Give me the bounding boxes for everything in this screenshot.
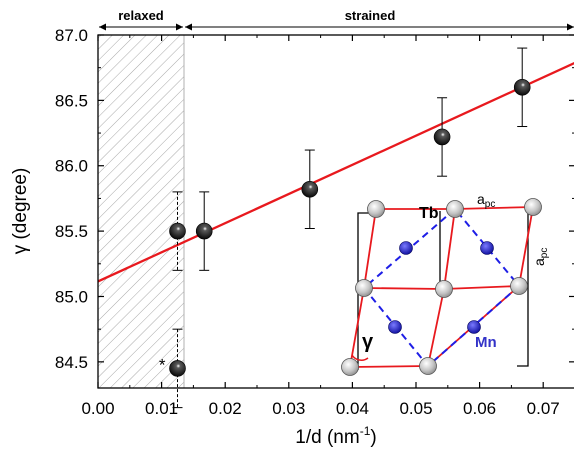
x-tick-label: 0.01 bbox=[145, 399, 178, 418]
cell-edge bbox=[363, 287, 445, 290]
relaxed-region bbox=[97, 34, 185, 389]
data-point bbox=[169, 222, 186, 240]
crystal-structure-inset: Tb Mn γ apc apc bbox=[341, 191, 550, 377]
y-tick-label: 84.5 bbox=[55, 353, 88, 372]
tb-atom bbox=[435, 280, 453, 298]
apc-label-top: apc bbox=[477, 191, 495, 210]
y-tick-label: 85.5 bbox=[55, 222, 88, 241]
data-point bbox=[513, 78, 531, 96]
x-tick-label: 0.06 bbox=[463, 399, 496, 418]
fit-line bbox=[98, 61, 574, 283]
tb-atom bbox=[524, 198, 542, 216]
mn-atom bbox=[480, 241, 494, 255]
apc-label-side: apc bbox=[531, 248, 550, 266]
cell-edge bbox=[443, 285, 520, 290]
data-point bbox=[169, 360, 186, 377]
cell-edge bbox=[349, 287, 365, 368]
point-annotation: * bbox=[159, 355, 166, 374]
tb-atom bbox=[367, 200, 385, 218]
gamma-label: γ bbox=[362, 331, 374, 353]
x-tick-label: 0.00 bbox=[81, 399, 114, 418]
x-tick-label: 0.03 bbox=[272, 399, 305, 418]
y-axis-title: γ (degree) bbox=[10, 168, 31, 255]
y-axis: 84.5 85.0 85.5 86.0 86.5 87.0 bbox=[55, 26, 574, 372]
cell-edge bbox=[518, 206, 534, 287]
data-point bbox=[301, 180, 319, 198]
mn-label: Mn bbox=[475, 334, 497, 351]
data-point bbox=[195, 222, 213, 240]
tb-atom bbox=[419, 357, 437, 375]
y-tick-label: 85.0 bbox=[55, 287, 88, 306]
strained-label: strained bbox=[345, 8, 396, 23]
tb-atom bbox=[341, 358, 359, 376]
gamma-arc bbox=[351, 354, 369, 361]
y-tick-label: 87.0 bbox=[55, 26, 88, 45]
x-tick-label: 0.04 bbox=[336, 399, 369, 418]
mn-atom bbox=[399, 241, 413, 255]
x-tick-label: 0.07 bbox=[527, 399, 560, 418]
x-tick-label: 0.02 bbox=[209, 399, 242, 418]
tb-atom bbox=[355, 279, 373, 297]
plot-frame bbox=[97, 34, 574, 389]
inset-frame-right bbox=[517, 206, 529, 367]
cell-edge bbox=[443, 208, 456, 290]
x-tick-label: 0.05 bbox=[399, 399, 432, 418]
y-tick-label: 86.5 bbox=[55, 91, 88, 110]
tb-label: Tb bbox=[419, 205, 439, 222]
relaxed-label: relaxed bbox=[118, 8, 164, 23]
cell-edge bbox=[427, 288, 445, 367]
cell-edge bbox=[363, 208, 377, 289]
data-point bbox=[433, 128, 451, 146]
x-axis: 0.00 0.01 0.02 0.03 0.04 0.05 0.06 0.07 bbox=[81, 35, 560, 418]
mn-atom bbox=[388, 320, 402, 334]
cell-edge bbox=[454, 206, 534, 210]
tb-atom bbox=[446, 200, 464, 218]
cell-edge bbox=[349, 365, 429, 368]
tb-atom bbox=[510, 277, 528, 295]
mn-atom bbox=[467, 320, 481, 334]
y-tick-label: 86.0 bbox=[55, 157, 88, 176]
x-axis-title: 1/d (nm-1) bbox=[295, 424, 376, 448]
region-headers: relaxed strained bbox=[99, 8, 574, 31]
